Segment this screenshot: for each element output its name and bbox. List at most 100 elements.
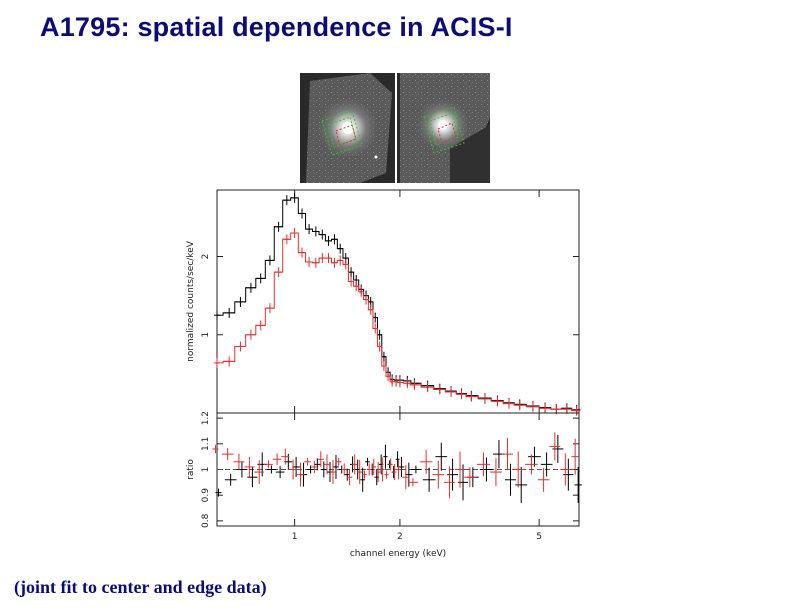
data-point: [454, 451, 466, 488]
data-point: [540, 452, 553, 477]
data-point: [402, 465, 410, 490]
data-point: [357, 460, 363, 485]
data-point: [233, 453, 245, 470]
region-boxes-center: [321, 110, 363, 156]
data-point: [419, 449, 433, 474]
data-point: [407, 478, 418, 487]
data-point: [223, 307, 236, 318]
data-point: [515, 466, 528, 503]
data-point: [348, 267, 354, 278]
data-point: [213, 357, 221, 368]
data-point: [304, 457, 312, 466]
data-point: [478, 393, 492, 404]
data-point: [377, 341, 382, 352]
data-point: [255, 320, 266, 331]
data-point: [265, 303, 275, 314]
ratio-series-1: [212, 432, 579, 499]
data-point: [552, 434, 564, 463]
data-point: [563, 458, 574, 491]
data-point: [432, 460, 445, 489]
spectrum-frame: [216, 189, 580, 414]
data-point: [463, 467, 476, 488]
data-point: [381, 351, 387, 362]
data-point: [298, 247, 306, 258]
data-point: [272, 453, 282, 466]
x-axis-label: channel energy (keV): [350, 549, 446, 559]
data-point: [375, 462, 381, 483]
data-point: [571, 438, 579, 475]
x-tick-label: 5: [536, 532, 542, 542]
data-point: [561, 404, 572, 415]
y-tick-label: 2: [201, 254, 211, 260]
y-tick-label: 1.1: [201, 437, 211, 451]
x-tick-label: 2: [397, 532, 403, 542]
data-point: [325, 235, 332, 246]
data-point: [365, 457, 370, 466]
y-tick-label: 1: [201, 332, 211, 338]
data-point: [223, 356, 236, 367]
data-point: [263, 460, 273, 469]
spectrum-series-1: [213, 228, 581, 416]
data-point: [266, 465, 276, 474]
data-point: [234, 296, 246, 307]
ratio-panel: 0.8 0.9 1 1.1 1.2 ratio: [186, 411, 582, 528]
data-point: [410, 465, 421, 474]
data-point: [296, 462, 305, 487]
y-tick-label: 0.9: [201, 488, 211, 503]
data-point: [281, 448, 290, 465]
data-point: [282, 234, 291, 245]
data-point: [323, 454, 331, 475]
data-point: [274, 267, 283, 278]
data-point: [289, 459, 297, 480]
data-point: [290, 228, 299, 239]
data-point: [331, 234, 338, 245]
data-point: [341, 463, 347, 476]
data-point: [447, 458, 458, 491]
data-point: [504, 463, 517, 496]
data-point: [314, 458, 321, 471]
y-tick-label: 1: [201, 467, 211, 473]
data-point: [353, 281, 359, 292]
data-point: [456, 389, 467, 400]
data-point: [549, 432, 561, 461]
data-point: [377, 329, 382, 340]
data-point: [398, 456, 405, 477]
data-point: [244, 456, 255, 477]
data-point: [421, 382, 434, 393]
x-tick-label: 1: [292, 532, 298, 542]
data-point: [236, 461, 248, 478]
data-point: [320, 461, 327, 478]
data-point: [435, 442, 448, 471]
data-point: [539, 403, 551, 414]
data-point: [501, 438, 514, 471]
data-point: [386, 371, 391, 382]
caption: (joint fit to center and edge data): [14, 577, 267, 597]
data-point: [409, 379, 420, 390]
data-point: [245, 329, 256, 340]
data-point: [352, 454, 358, 475]
data-point: [325, 253, 332, 264]
data-point: [444, 466, 455, 499]
data-point: [221, 448, 234, 461]
data-point: [368, 304, 373, 315]
data-point: [213, 310, 221, 321]
y-tick-label: 0.8: [201, 513, 211, 528]
data-point: [290, 192, 299, 203]
data-point: [331, 257, 338, 268]
data-point: [317, 451, 324, 468]
data-point: [445, 386, 457, 397]
data-point: [254, 460, 264, 485]
data-point: [348, 276, 354, 287]
data-point: [512, 451, 525, 488]
data-point: [403, 378, 411, 389]
data-point: [560, 453, 571, 486]
data-point: [489, 458, 502, 487]
data-point: [358, 286, 364, 297]
data-point: [372, 312, 378, 323]
data-point: [383, 444, 388, 469]
data-point: [479, 457, 493, 482]
data-point: [395, 459, 402, 480]
data-point: [305, 256, 313, 267]
data-point: [526, 401, 540, 412]
model-step-line: [217, 197, 579, 411]
